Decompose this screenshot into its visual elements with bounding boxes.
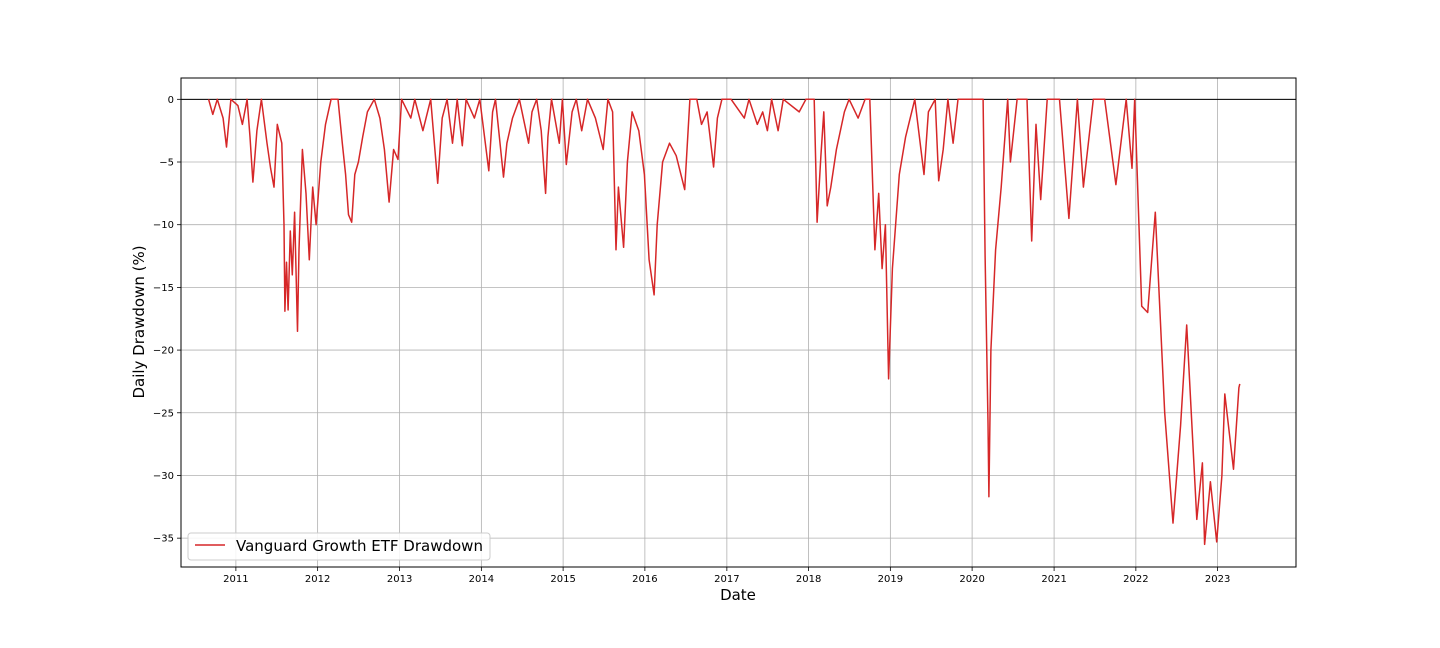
drawdown-series-line bbox=[207, 98, 1241, 546]
y-axis: 0 −5 −10 −15 −20 −25 −30 −35 bbox=[153, 95, 181, 545]
x-tick-label: 2014 bbox=[469, 574, 494, 585]
x-tick-label: 2018 bbox=[796, 574, 821, 585]
x-tick-label: 2017 bbox=[714, 574, 739, 585]
plot-frame bbox=[180, 77, 1297, 568]
x-tick-label: 2013 bbox=[387, 574, 412, 585]
x-tick-label: 2022 bbox=[1123, 574, 1148, 585]
y-tick-label: −30 bbox=[153, 471, 174, 482]
x-tick-label: 2016 bbox=[632, 574, 657, 585]
x-tick-label: 2020 bbox=[959, 574, 984, 585]
y-tick-label: −35 bbox=[153, 534, 174, 545]
x-axis-title: Date bbox=[720, 586, 756, 604]
y-axis-title: Daily Drawdown (%) bbox=[130, 245, 148, 398]
x-tick-label: 2021 bbox=[1041, 574, 1066, 585]
x-tick-label: 2012 bbox=[305, 574, 330, 585]
series-layer bbox=[207, 98, 1241, 546]
y-tick-label: 0 bbox=[168, 95, 174, 106]
y-tick-label: −15 bbox=[153, 283, 174, 294]
y-tick-label: −20 bbox=[153, 346, 174, 357]
x-tick-label: 2019 bbox=[878, 574, 903, 585]
legend-label: Vanguard Growth ETF Drawdown bbox=[236, 537, 483, 555]
y-tick-label: −5 bbox=[159, 158, 174, 169]
legend: Vanguard Growth ETF Drawdown bbox=[187, 532, 491, 561]
y-tick-label: −10 bbox=[153, 220, 174, 231]
x-tick-label: 2011 bbox=[223, 574, 248, 585]
legend-box bbox=[187, 532, 491, 561]
y-tick-label: −25 bbox=[153, 408, 174, 419]
x-tick-label: 2015 bbox=[550, 574, 575, 585]
x-axis: 2011 2012 2013 2014 2015 2016 2017 2018 2019 2020… bbox=[223, 567, 1230, 585]
x-tick-label: 2023 bbox=[1205, 574, 1230, 585]
